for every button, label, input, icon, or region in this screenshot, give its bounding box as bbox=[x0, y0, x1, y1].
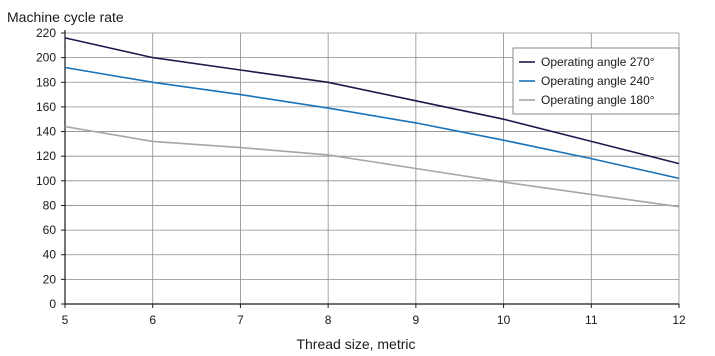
tick-labels: 0 20 40 60 80 100 120 140 160 180 200 220 5 6 7 8 9 10 11 1… bbox=[36, 26, 686, 327]
series-line-2 bbox=[64, 125, 680, 208]
y-tick-label: 120 bbox=[36, 149, 56, 163]
axes bbox=[61, 30, 680, 308]
x-axis-title: Thread size, metric bbox=[296, 336, 415, 352]
y-tick-label: 60 bbox=[43, 223, 57, 237]
y-tick-label: 80 bbox=[43, 198, 57, 212]
y-axis-title: Machine cycle rate bbox=[7, 9, 124, 25]
y-tick-label: 200 bbox=[36, 51, 56, 65]
series-line-1 bbox=[64, 66, 680, 180]
y-tick-label: 40 bbox=[43, 248, 57, 262]
x-tick-label: 5 bbox=[62, 313, 69, 327]
legend-label-1: Operating angle 240° bbox=[541, 74, 655, 88]
legend-box bbox=[512, 47, 680, 115]
y-tick-label: 100 bbox=[36, 174, 56, 188]
y-tick-label: 0 bbox=[49, 297, 56, 311]
legend-label-2: Operating angle 180° bbox=[541, 93, 655, 107]
series-line-0 bbox=[64, 37, 680, 165]
y-tick-label: 20 bbox=[43, 272, 57, 286]
legend: Operating angle 270° Operating angle 240°… bbox=[512, 47, 680, 115]
x-tick-label: 12 bbox=[672, 313, 686, 327]
x-tick-label: 9 bbox=[413, 313, 420, 327]
x-tick-label: 6 bbox=[149, 313, 156, 327]
y-tick-label: 140 bbox=[36, 125, 56, 139]
y-tick-label: 180 bbox=[36, 75, 56, 89]
legend-label-0: Operating angle 270° bbox=[541, 55, 655, 69]
y-tick-label: 220 bbox=[36, 26, 56, 40]
x-tick-label: 7 bbox=[237, 313, 244, 327]
y-tick-label: 160 bbox=[36, 100, 56, 114]
x-tick-label: 10 bbox=[497, 313, 511, 327]
series-lines bbox=[64, 37, 680, 208]
x-tick-label: 8 bbox=[325, 313, 332, 327]
x-tick-label: 11 bbox=[585, 313, 598, 327]
